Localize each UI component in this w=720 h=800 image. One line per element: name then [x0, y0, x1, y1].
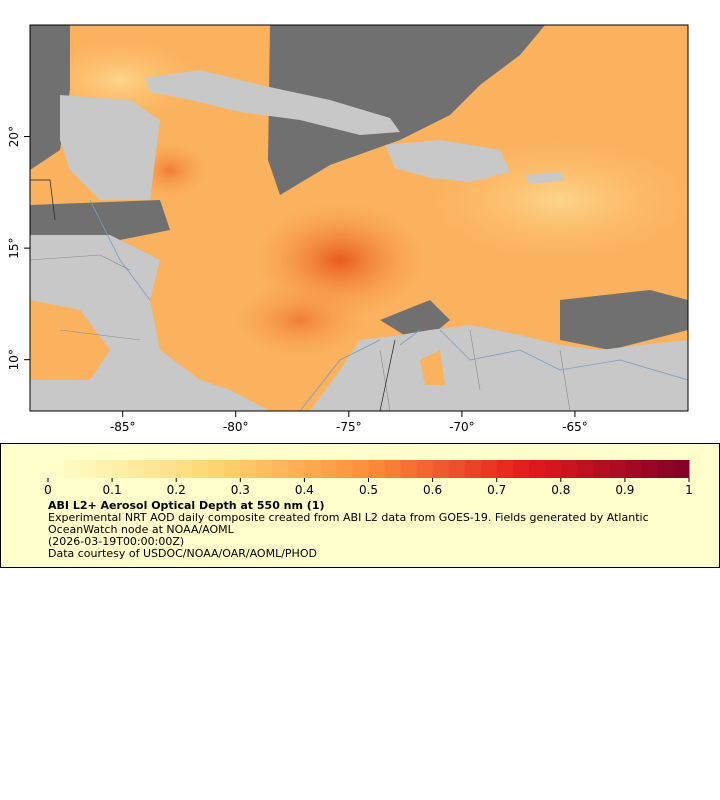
x-tick-label: -65° [562, 420, 588, 434]
colorbar-step [416, 460, 434, 478]
colorbar-step [320, 460, 337, 478]
colorbar-step [560, 460, 578, 478]
colorbar-step [80, 460, 97, 478]
colorbar-step [192, 460, 209, 478]
x-tick-label: -80° [223, 420, 249, 434]
colorbar-step [272, 460, 289, 478]
legend-description: Experimental NRT AOD daily composite cre… [48, 511, 649, 536]
colorbar-step [624, 460, 642, 478]
y-tick-label: 15° [7, 237, 21, 258]
colorbar-tick-label: 0.9 [615, 483, 634, 497]
colorbar-step [240, 460, 257, 478]
colorbar-step [176, 460, 193, 478]
colorbar-step [256, 460, 273, 478]
y-tick-label: 20° [7, 126, 21, 147]
colorbar-step [640, 460, 658, 478]
colorbar-step [496, 460, 514, 478]
colorbar-tick-label: 0 [44, 483, 52, 497]
legend-text: ABI L2+ Aerosol Optical Depth at 550 nm … [48, 500, 678, 560]
colorbar-step [672, 460, 690, 478]
colorbar-step [528, 460, 546, 478]
legend-credit: Data courtesy of USDOC/NOAA/OAR/AOML/PHO… [48, 547, 317, 560]
x-tick-label: -70° [449, 420, 475, 434]
colorbar-step [512, 460, 530, 478]
legend-title: ABI L2+ Aerosol Optical Depth at 550 nm … [48, 499, 325, 512]
colorbar-step [464, 460, 482, 478]
colorbar-tick-label: 0.2 [167, 483, 186, 497]
colorbar-step [576, 460, 594, 478]
colorbar-tick-label: 0.8 [551, 483, 570, 497]
colorbar: 0 0.1 0.2 0.3 0.4 0.5 0.6 0.7 0.8 0.9 1 [44, 460, 693, 497]
colorbar-tick-label: 0.7 [487, 483, 506, 497]
colorbar-step [352, 460, 369, 478]
colorbar-tick-label: 1 [685, 483, 693, 497]
colorbar-step [544, 460, 562, 478]
colorbar-step [128, 460, 145, 478]
axes: -85° -80° -75° -70° -65° 10° 15° 20° [7, 126, 588, 434]
y-tick-label: 10° [7, 349, 21, 370]
colorbar-step [336, 460, 353, 478]
colorbar-step [448, 460, 466, 478]
colorbar-step [144, 460, 161, 478]
legend-time: (2026-03-19T00:00:00Z) [48, 535, 185, 548]
legend: 0 0.1 0.2 0.3 0.4 0.5 0.6 0.7 0.8 0.9 1 ABI L2+ Ae… [0, 443, 720, 568]
colorbar-step [208, 460, 225, 478]
colorbar-tick-label: 0.4 [295, 483, 314, 497]
colorbar-step [384, 460, 402, 478]
map-frame [29, 24, 689, 412]
map: -85° -80° -75° -70° -65° 10° 15° 20° [7, 24, 690, 434]
colorbar-step [480, 460, 498, 478]
map-image [29, 25, 690, 412]
colorbar-step [224, 460, 241, 478]
colorbar-step [112, 460, 129, 478]
colorbar-step [432, 460, 450, 478]
colorbar-step [608, 460, 626, 478]
x-tick-label: -85° [110, 420, 136, 434]
colorbar-step [304, 460, 321, 478]
x-tick-label: -75° [336, 420, 362, 434]
colorbar-tick-label: 0.3 [231, 483, 250, 497]
colorbar-step [96, 460, 113, 478]
colorbar-tick-label: 0.5 [359, 483, 378, 497]
colorbar-step [288, 460, 305, 478]
colorbar-step [656, 460, 674, 478]
colorbar-step [592, 460, 610, 478]
colorbar-step [48, 460, 65, 478]
colorbar-step [368, 460, 386, 478]
colorbar-step [64, 460, 81, 478]
colorbar-step [400, 460, 418, 478]
colorbar-step [160, 460, 177, 478]
colorbar-tick-label: 0.6 [423, 483, 442, 497]
colorbar-tick-label: 0.1 [103, 483, 122, 497]
